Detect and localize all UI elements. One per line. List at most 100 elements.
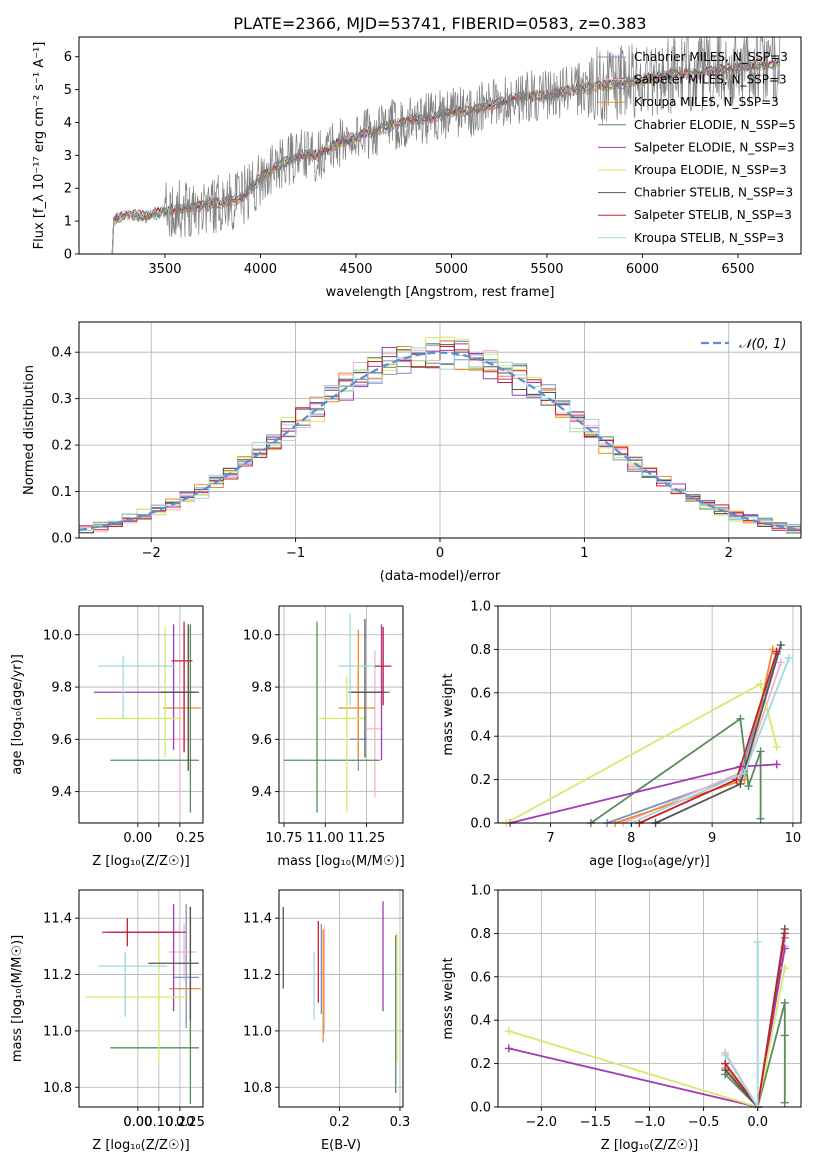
x-tick-label: 6500 xyxy=(721,262,754,277)
y-tick-label: 0.0 xyxy=(470,817,491,832)
model-spectrum-salpeter-miles xyxy=(107,61,781,255)
y-tick-label: 0.6 xyxy=(470,686,491,701)
axes-spine xyxy=(278,889,404,1108)
data-point xyxy=(756,814,765,823)
x-tick-label: 4500 xyxy=(339,262,372,277)
y-tick-label: 3 xyxy=(64,149,72,164)
y-tick-label: 10.8 xyxy=(43,1081,72,1096)
y-tick-label: 0.3 xyxy=(51,392,72,407)
axes-spine xyxy=(78,605,204,824)
x-tick-label: 6000 xyxy=(626,262,659,277)
data-point xyxy=(776,658,785,667)
panel-mass-vs-z: 0.000.100.20 10.8 11.0 11.2 11.4 Z [log₁₀(Z/Z… xyxy=(10,889,205,1153)
errorbar-chabrier-stelib xyxy=(160,624,199,771)
series-chabrier-stelib xyxy=(721,925,789,1111)
y-tick-label: 1.0 xyxy=(470,600,491,615)
axes-frame: 0.2 0.3 10.8 11.0 11.2 11.4 E(B-V) xyxy=(243,889,411,1153)
errorbar-chabrier-miles xyxy=(158,629,191,750)
errorbar-kroupa-elodie xyxy=(318,676,367,813)
data-point xyxy=(721,1059,730,1068)
y-tick-label: 9.6 xyxy=(251,733,272,748)
data-point xyxy=(504,1044,513,1053)
x-tick-label: 7 xyxy=(546,831,554,846)
errorbar-salpeter-miles xyxy=(169,660,191,797)
data-point xyxy=(776,641,785,650)
data-point xyxy=(744,782,753,791)
model-spectrum-kroupa-elodie xyxy=(107,59,781,255)
y-tick-label: 10.0 xyxy=(43,628,72,643)
legend-label: Salpeter STELIB, N_SSP=3 xyxy=(634,208,792,222)
x-tick-label: −2 xyxy=(142,546,161,561)
axes-frame: −2.0 −1.5 −1.0 −0.5 0.0 0.0 0.2 0.4 0.6 0.8 1.0 Z [… xyxy=(441,884,802,1153)
series-chabrier-miles xyxy=(721,933,789,1111)
errorbar-kroupa-stelib xyxy=(97,952,168,1017)
series-chabrier-elodie xyxy=(586,714,765,827)
model-spectrum-chabrier-stelib xyxy=(107,57,781,255)
y-tick-label: 0.2 xyxy=(470,1057,491,1072)
data-point xyxy=(753,938,762,947)
model-spectrum-chabrier-elodie xyxy=(107,61,781,255)
y-axis-label: mass weight xyxy=(441,957,456,1039)
y-axis-label: Flux [f_λ 10⁻¹⁷ erg cm⁻² s⁻¹ A⁻¹] xyxy=(32,42,47,250)
x-tick-label: 0.3 xyxy=(390,1115,411,1130)
x-tick-label: −2.0 xyxy=(525,1115,557,1130)
legend: Chabrier MILES, N_SSP=3 Salpeter MILES, N… xyxy=(598,50,796,245)
panel-age-vs-z: 9.4 9.6 9.8 10.0 Z [log₁₀(Z/Z☉)] age [log₁₀(a… xyxy=(10,605,205,869)
x-tick-label: 10 xyxy=(785,831,802,846)
x-tick-label: −1 xyxy=(286,546,305,561)
data-point xyxy=(740,769,749,778)
y-tick-label: 0.0 xyxy=(51,532,72,547)
series-line xyxy=(508,967,786,1109)
y-tick-label: 11.4 xyxy=(243,912,272,927)
axes-spine xyxy=(78,889,204,1108)
panel-mass-weight-vs-age: 7 8 9 10 0.0 0.2 0.4 0.6 0.8 1.0 age [log₁₀(age/yr… xyxy=(441,600,802,869)
observed-spectrum xyxy=(107,36,781,255)
y-tick-label: 9.4 xyxy=(51,785,72,800)
y-tick-label: 11.4 xyxy=(43,912,72,927)
axes-spine xyxy=(278,605,404,824)
legend-label: Chabrier ELODIE, N_SSP=5 xyxy=(634,118,796,132)
x-axis-label: wavelength [Angstrom, rest frame] xyxy=(326,285,555,300)
x-tick-label: 0.00 xyxy=(123,1115,152,1130)
errorbar-kroupa-miles xyxy=(338,629,375,761)
y-tick-label: 0.4 xyxy=(470,1014,491,1029)
x-tick-label: 0.2 xyxy=(329,1115,350,1130)
x-tick-label: 8 xyxy=(627,831,635,846)
errorbar-chabrier-stelib xyxy=(348,619,385,758)
x-tick-label: −1.0 xyxy=(634,1115,666,1130)
data-point xyxy=(772,647,781,656)
errorbar-chabrier-miles xyxy=(173,904,199,1029)
series-chabrier-elodie xyxy=(721,998,789,1111)
x-axis-label: Z [log₁₀(Z/Z☉)] xyxy=(92,854,189,869)
axes-frame: 7 8 9 10 0.0 0.2 0.4 0.6 0.8 1.0 age [log₁₀(age/yr… xyxy=(441,600,802,869)
errorbar-chabrier-elodie xyxy=(110,624,199,813)
errorbar-chabrier-elodie xyxy=(283,621,380,813)
histogram-salpeter-stelib xyxy=(79,346,801,531)
y-tick-label: 10.8 xyxy=(243,1081,272,1096)
legend-label: 𝒩(0, 1) xyxy=(739,337,786,352)
y-tick-label: 4 xyxy=(64,116,72,131)
data-point xyxy=(772,743,781,752)
plot-area xyxy=(85,904,201,1105)
axes-frame: 0.000.100.20 10.8 11.0 11.2 11.4 Z [log₁₀(Z/Z… xyxy=(10,889,205,1153)
y-tick-label: 11.0 xyxy=(243,1024,272,1039)
y-tick-label: 0.4 xyxy=(51,346,72,361)
errorbar-kroupa-miles xyxy=(163,629,201,761)
axes-frame: 10.75 11.00 11.25 9.4 9.6 9.8 10.0 mass [log₁₀(… xyxy=(243,605,405,869)
y-tick-label: 0.8 xyxy=(470,927,491,942)
y-tick-label: 0.2 xyxy=(51,439,72,454)
x-tick-label: 0.10 xyxy=(144,1115,173,1130)
legend-label: Salpeter ELODIE, N_SSP=3 xyxy=(634,140,795,154)
x-tick-label: −0.5 xyxy=(688,1115,720,1130)
x-tick-label: 0.25 xyxy=(176,831,205,846)
y-tick-label: 2 xyxy=(64,182,72,197)
gaussian-curve xyxy=(78,351,802,531)
data-point xyxy=(780,1098,789,1107)
axes-frame: 3500 4000 4500 5000 5500 6000 6500 0 1 2 3 4 5 6 wavel… xyxy=(32,36,802,300)
data-point xyxy=(780,998,789,1007)
errorbar-salpeter-stelib xyxy=(374,626,392,706)
y-tick-label: 1 xyxy=(64,215,72,230)
x-tick-label: 5000 xyxy=(435,262,468,277)
y-tick-label: 9.6 xyxy=(51,733,72,748)
x-tick-label: 9 xyxy=(708,831,716,846)
